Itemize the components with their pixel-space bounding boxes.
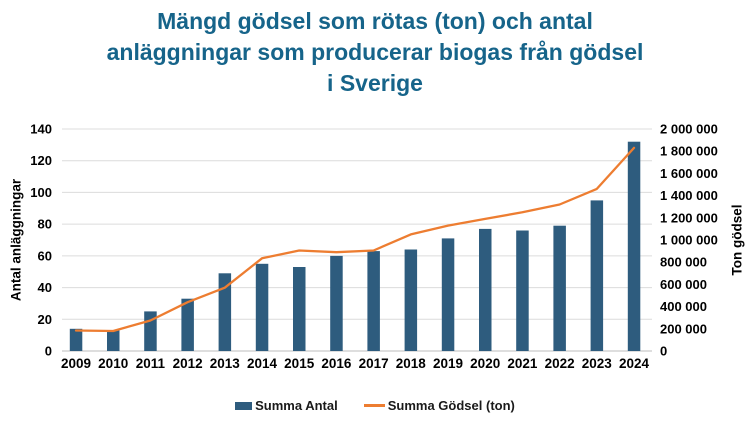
y-left-tick-label: 140 xyxy=(30,122,52,137)
x-tick-label-2011: 2011 xyxy=(136,356,166,371)
bar-2012 xyxy=(181,298,194,351)
bar-2010 xyxy=(107,330,120,351)
bar-2014 xyxy=(255,263,269,351)
x-tick-label-2018: 2018 xyxy=(396,356,427,371)
bar-2021 xyxy=(516,230,529,351)
y-right-tick-label: 200 000 xyxy=(660,321,707,336)
legend-item-summa-godsel: Summa Gödsel (ton) xyxy=(363,398,515,413)
x-tick-label-2013: 2013 xyxy=(210,356,241,371)
x-tick-label-2014: 2014 xyxy=(247,356,278,371)
x-tick-label-2021: 2021 xyxy=(507,356,538,371)
bar-2016 xyxy=(330,255,343,351)
legend-item-summa-antal: Summa Antal xyxy=(235,398,338,413)
x-tick-label-2022: 2022 xyxy=(545,356,575,371)
bar-2023 xyxy=(590,200,604,351)
y-left-tick-label: 120 xyxy=(30,153,52,168)
bar-2020 xyxy=(479,228,492,351)
x-tick-label-2015: 2015 xyxy=(284,356,315,371)
y-right-tick-label: 1 400 000 xyxy=(660,188,718,203)
line-summa-godsel xyxy=(74,146,636,333)
bar-2013 xyxy=(218,273,232,351)
legend: Summa Antal Summa Gödsel (ton) xyxy=(0,398,750,413)
y-left-tick-label: 80 xyxy=(38,217,52,232)
bar-2017 xyxy=(367,251,380,351)
legend-label-summa-antal: Summa Antal xyxy=(255,398,338,413)
bar-2009 xyxy=(69,328,83,351)
bar-2022 xyxy=(553,225,566,351)
bar-2019 xyxy=(441,238,455,351)
bar-2024 xyxy=(627,141,641,351)
y-right-tick-label: 1 200 000 xyxy=(660,210,718,225)
chart-title-line-2: anläggningar som producerar biogas från … xyxy=(106,39,644,65)
y-right-tick-label: 1 800 000 xyxy=(660,144,718,159)
x-tick-label-2023: 2023 xyxy=(582,356,613,371)
y-left-tick-label: 0 xyxy=(45,344,52,359)
line-swatch-icon xyxy=(363,404,385,407)
y-left-tick-label: 20 xyxy=(38,312,52,327)
y-right-tick-label: 1 000 000 xyxy=(660,233,718,248)
x-tick-label-2017: 2017 xyxy=(359,356,389,371)
bar-swatch-icon xyxy=(235,401,253,410)
x-tick-label-2009: 2009 xyxy=(61,356,91,371)
y-left-tick-label: 40 xyxy=(38,280,52,295)
legend-label-summa-godsel: Summa Gödsel (ton) xyxy=(387,398,515,413)
y-right-tick-label: 600 000 xyxy=(660,277,707,292)
y-right-tick-label: 1 600 000 xyxy=(660,166,718,181)
y-left-tick-label: 60 xyxy=(38,248,52,263)
x-tick-label-2012: 2012 xyxy=(173,356,203,371)
bar-2018 xyxy=(404,249,418,351)
y-right-tick-label: 2 000 000 xyxy=(660,122,718,137)
x-tick-label-2019: 2019 xyxy=(433,356,463,371)
y-right-tick-label: 800 000 xyxy=(660,255,707,270)
x-tick-label-2016: 2016 xyxy=(321,356,352,371)
x-tick-label-2010: 2010 xyxy=(98,356,128,371)
bar-2015 xyxy=(293,267,306,351)
chart-title-line-1: Mängd gödsel som rötas (ton) och antal xyxy=(157,8,593,34)
x-tick-label-2024: 2024 xyxy=(619,356,650,371)
chart-title-line-3: i Sverige xyxy=(327,70,423,96)
chart-title: Mängd gödsel som rötas (ton) och antal a… xyxy=(0,6,750,99)
y-right-tick-label: 400 000 xyxy=(660,299,707,314)
x-tick-label-2020: 2020 xyxy=(470,356,500,371)
y-right-tick-label: 0 xyxy=(660,344,667,359)
y-left-tick-label: 100 xyxy=(30,185,52,200)
